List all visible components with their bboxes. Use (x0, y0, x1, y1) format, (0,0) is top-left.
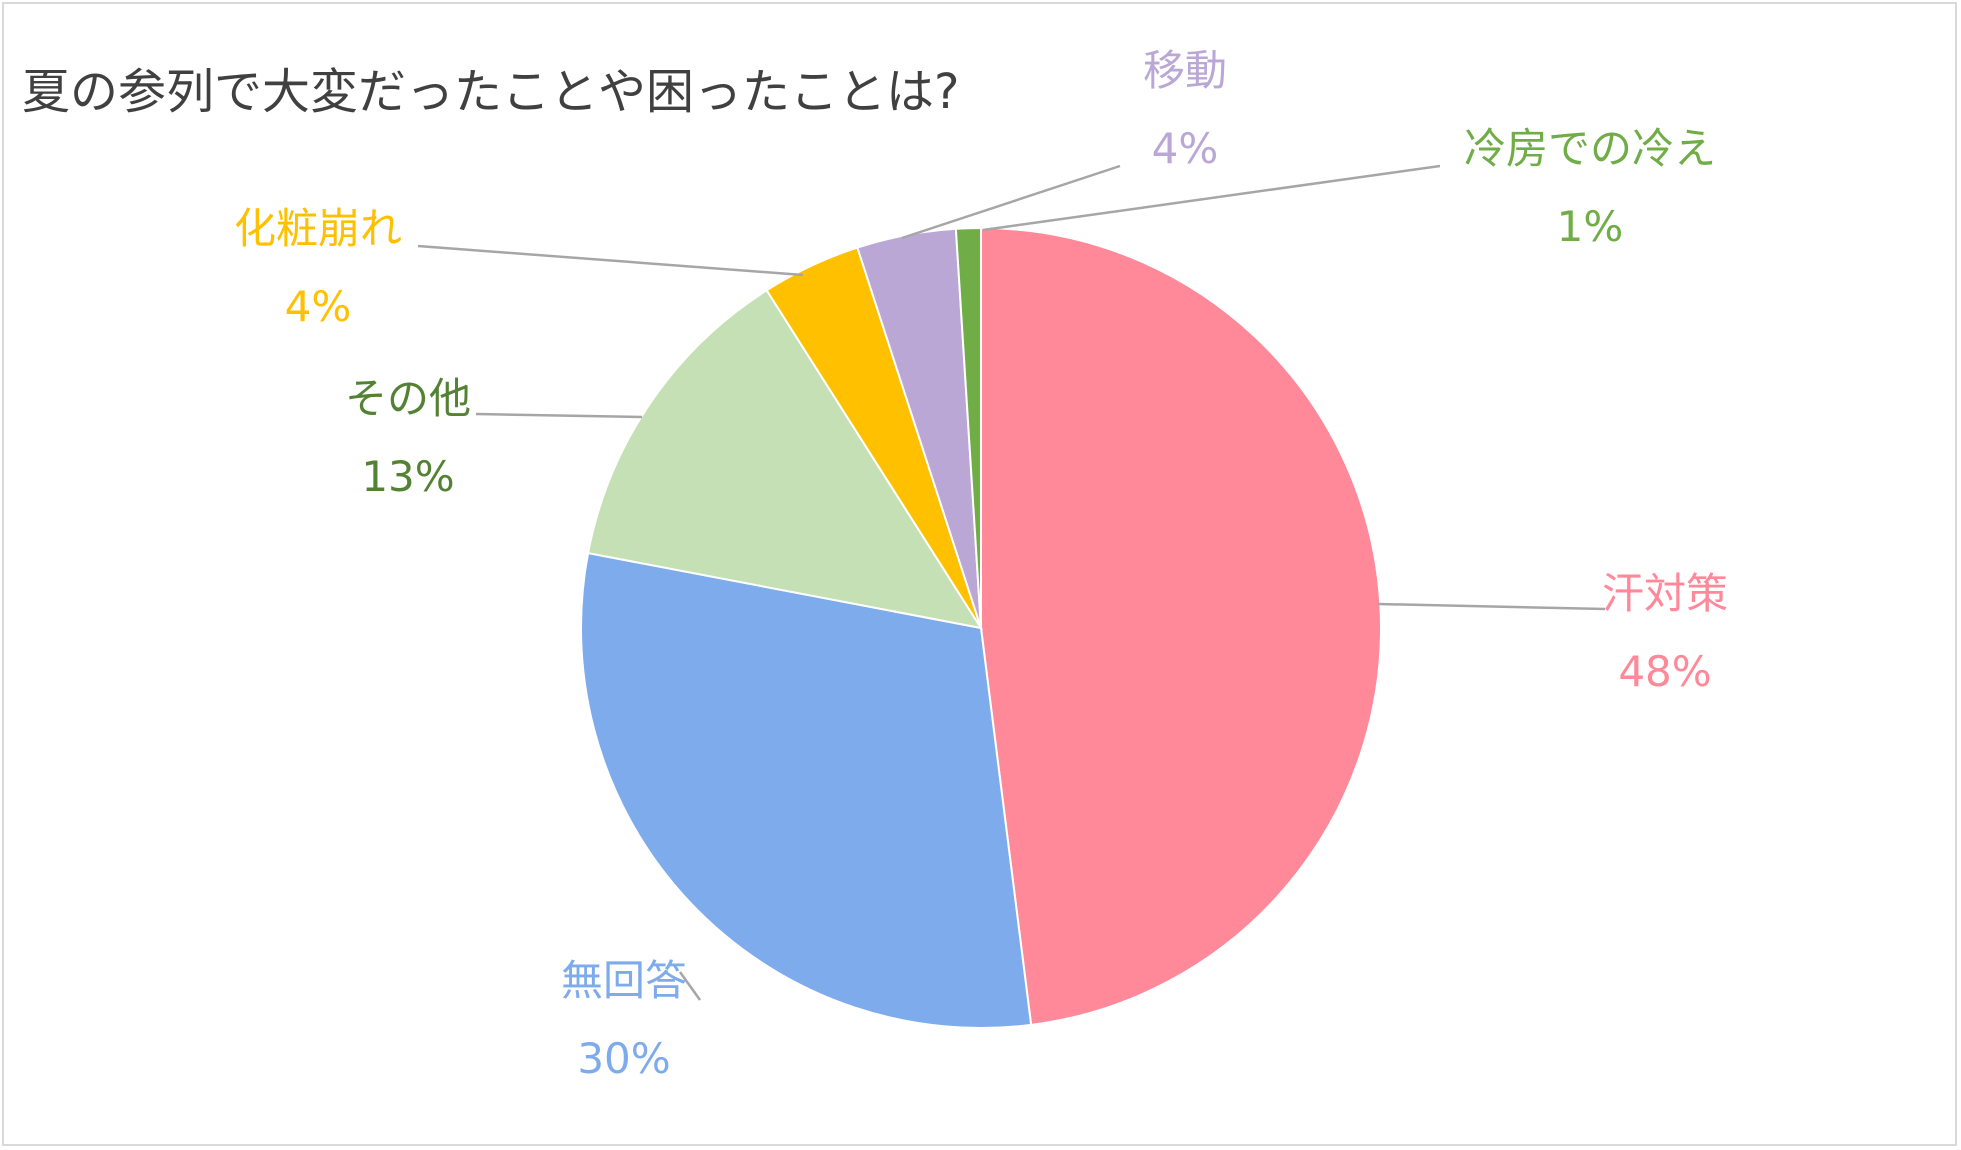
slice-percent-6: 1% (1557, 202, 1624, 251)
pie-slice-2 (580, 551, 1033, 1030)
slice-percent-3: 13% (361, 452, 454, 501)
pie-slice-6 (954, 226, 982, 629)
leader-line-5 (901, 164, 1121, 240)
slice-percent-1: 48% (1618, 647, 1711, 696)
slice-label-2: 無回答 (561, 956, 687, 1005)
slice-label-6: 冷房での冷え (1464, 124, 1716, 173)
slice-label-3: その他 (345, 374, 471, 423)
leader-line-1 (1377, 602, 1606, 611)
pie-slice-3 (586, 288, 984, 630)
slice-percent-5: 4% (1152, 124, 1219, 173)
slice-labels: 汗対策 48% 無回答 30% その他 13% 化粧崩れ 4% 移動 4% 冷房での冷え 1% (234, 46, 1728, 1083)
slice-label-5: 移動 (1143, 46, 1227, 95)
leader-lines (417, 164, 1606, 1001)
slice-label-1: 汗対策 (1602, 569, 1728, 618)
pie-slice-1 (980, 226, 1383, 1026)
chart-title: 夏の参列で大変だったことや困ったことは? (22, 64, 959, 120)
leader-line-6 (982, 164, 1441, 232)
pie-slices (580, 226, 1383, 1030)
leader-line-2 (678, 971, 702, 1001)
slice-percent-4: 4% (285, 282, 352, 331)
leader-line-3 (475, 412, 643, 419)
slice-label-4: 化粧崩れ (234, 204, 402, 253)
leader-line-4 (417, 244, 804, 277)
slice-percent-2: 30% (577, 1034, 670, 1083)
